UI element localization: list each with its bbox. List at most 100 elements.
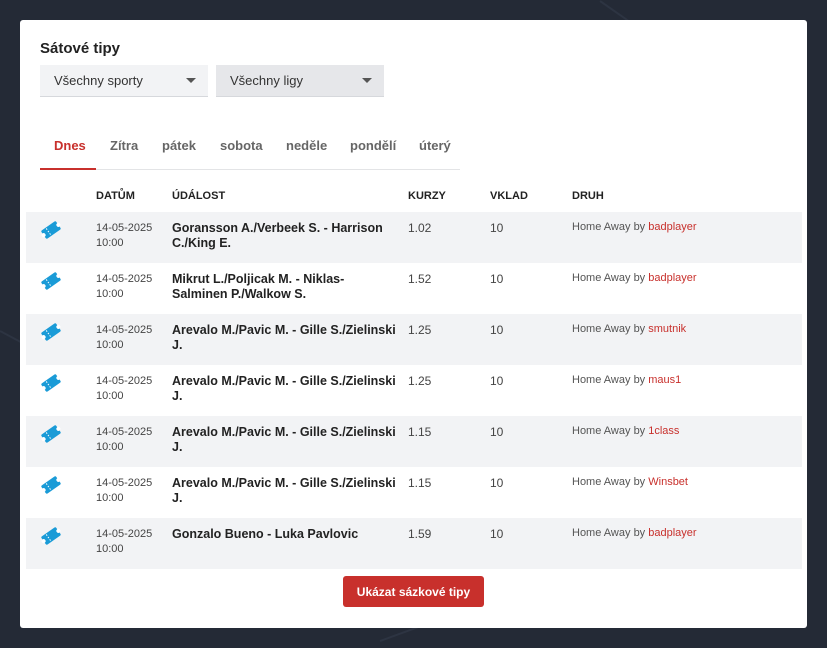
row-odds: 1.59: [408, 527, 432, 541]
row-date-day: 14-05-2025: [96, 273, 153, 285]
row-date-day: 14-05-2025: [96, 375, 153, 387]
row-kind-type: Home Away: [572, 272, 631, 284]
row-by-label: by: [633, 272, 646, 284]
table-row: 14-05-2025 10:00 Gonzalo Bueno - Luka Pavl…: [26, 518, 802, 569]
row-odds: 1.02: [408, 221, 432, 235]
row-by-label: by: [633, 425, 646, 437]
row-by-label: by: [633, 374, 646, 386]
row-date: 14-05-2025 10:00: [96, 374, 152, 404]
row-kind-type: Home Away: [572, 221, 631, 233]
row-date-time: 10:00: [96, 237, 124, 249]
tab-sobota[interactable]: sobota: [220, 138, 263, 153]
row-user-link[interactable]: 1class: [648, 425, 680, 437]
row-date-day: 14-05-2025: [96, 528, 153, 540]
tab-patek[interactable]: pátek: [162, 138, 196, 153]
row-kind: Home Away by badplayer: [572, 272, 697, 284]
header-kind: DRUH: [572, 190, 604, 202]
row-odds: 1.15: [408, 425, 432, 439]
table-row: 14-05-2025 10:00 Mikrut L./Poljicak M. - N…: [26, 263, 802, 314]
row-date: 14-05-2025 10:00: [96, 323, 152, 353]
table-row: 14-05-2025 10:00 Goransson A./Verbeek S. -…: [26, 212, 802, 263]
header-stake: VKLAD: [490, 190, 528, 202]
row-date: 14-05-2025 10:00: [96, 476, 152, 506]
row-date-day: 14-05-2025: [96, 222, 153, 234]
row-kind-type: Home Away: [572, 476, 631, 488]
row-event: Arevalo M./Pavic M. - Gille S./Zielinski…: [172, 476, 396, 505]
row-user-link[interactable]: Winsbet: [648, 476, 688, 488]
page-title: Sátové tipy: [40, 40, 121, 57]
row-odds: 1.15: [408, 476, 432, 490]
ticket-icon[interactable]: [41, 476, 61, 494]
row-user-link[interactable]: badplayer: [648, 221, 697, 233]
row-date-time: 10:00: [96, 288, 124, 300]
row-by-label: by: [633, 221, 646, 233]
row-kind: Home Away by 1class: [572, 425, 679, 437]
row-stake: 10: [490, 323, 504, 337]
ticket-icon[interactable]: [41, 527, 61, 545]
row-date: 14-05-2025 10:00: [96, 221, 152, 251]
row-date-day: 14-05-2025: [96, 324, 153, 336]
league-select[interactable]: Všechny ligy: [216, 65, 384, 97]
row-kind: Home Away by maus1: [572, 374, 681, 386]
row-date-time: 10:00: [96, 492, 124, 504]
row-date: 14-05-2025 10:00: [96, 527, 152, 557]
row-kind-type: Home Away: [572, 425, 631, 437]
active-tab-indicator: [40, 168, 96, 170]
header-event: ÚDÁLOST: [172, 190, 226, 202]
sport-select[interactable]: Všechny sporty: [40, 65, 208, 97]
ticket-icon[interactable]: [41, 221, 61, 239]
row-date-time: 10:00: [96, 441, 124, 453]
row-by-label: by: [633, 323, 646, 335]
show-tips-button[interactable]: Ukázat sázkové tipy: [343, 576, 484, 607]
row-stake: 10: [490, 476, 504, 490]
row-date-day: 14-05-2025: [96, 426, 153, 438]
sport-select-value: Všechny sporty: [54, 73, 143, 88]
header-date: DATŮM: [96, 190, 135, 202]
row-date-time: 10:00: [96, 339, 124, 351]
ticket-icon[interactable]: [41, 374, 61, 392]
row-kind-type: Home Away: [572, 323, 631, 335]
row-date: 14-05-2025 10:00: [96, 425, 152, 455]
row-kind: Home Away by badplayer: [572, 527, 697, 539]
table-row: 14-05-2025 10:00 Arevalo M./Pavic M. - Gil…: [26, 365, 802, 416]
tab-utery[interactable]: úterý: [419, 138, 451, 153]
row-user-link[interactable]: maus1: [648, 374, 682, 386]
row-user-link[interactable]: badplayer: [648, 527, 697, 539]
day-tabs: Dnes Zítra pátek sobota neděle pondělí ú…: [40, 130, 460, 170]
row-kind: Home Away by badplayer: [572, 221, 697, 233]
row-stake: 10: [490, 221, 504, 235]
row-date: 14-05-2025 10:00: [96, 272, 152, 302]
tab-nedele[interactable]: neděle: [286, 138, 328, 153]
row-by-label: by: [633, 476, 646, 488]
ticket-icon[interactable]: [41, 425, 61, 443]
chevron-down-icon: [186, 78, 196, 83]
row-odds: 1.25: [408, 374, 432, 388]
row-stake: 10: [490, 374, 504, 388]
tips-card: Sátové tipy Všechny sporty Všechny ligy …: [20, 20, 807, 628]
table-row: 14-05-2025 10:00 Arevalo M./Pavic M. - Gil…: [26, 416, 802, 467]
row-date-time: 10:00: [96, 390, 124, 402]
row-kind: Home Away by smutnik: [572, 323, 686, 335]
row-user-link[interactable]: badplayer: [648, 272, 697, 284]
row-stake: 10: [490, 425, 504, 439]
league-select-value: Všechny ligy: [230, 73, 303, 88]
header-odds: KURZY: [408, 190, 446, 202]
row-kind-type: Home Away: [572, 527, 631, 539]
row-kind: Home Away by Winsbet: [572, 476, 688, 488]
row-odds: 1.52: [408, 272, 432, 286]
tab-pondeli[interactable]: pondělí: [350, 138, 397, 153]
ticket-icon[interactable]: [41, 323, 61, 341]
ticket-icon[interactable]: [41, 272, 61, 290]
tab-zitra[interactable]: Zítra: [110, 138, 139, 153]
row-event: Arevalo M./Pavic M. - Gille S./Zielinski…: [172, 374, 396, 403]
row-by-label: by: [633, 527, 646, 539]
tab-dnes[interactable]: Dnes: [54, 138, 86, 153]
row-event: Arevalo M./Pavic M. - Gille S./Zielinski…: [172, 425, 396, 454]
row-odds: 1.25: [408, 323, 432, 337]
row-date-day: 14-05-2025: [96, 477, 153, 489]
row-event: Arevalo M./Pavic M. - Gille S./Zielinski…: [172, 323, 396, 352]
chevron-down-icon: [362, 78, 372, 83]
row-date-time: 10:00: [96, 543, 124, 555]
row-event: Mikrut L./Poljicak M. - Niklas-Salminen …: [172, 272, 345, 301]
row-user-link[interactable]: smutnik: [648, 323, 687, 335]
